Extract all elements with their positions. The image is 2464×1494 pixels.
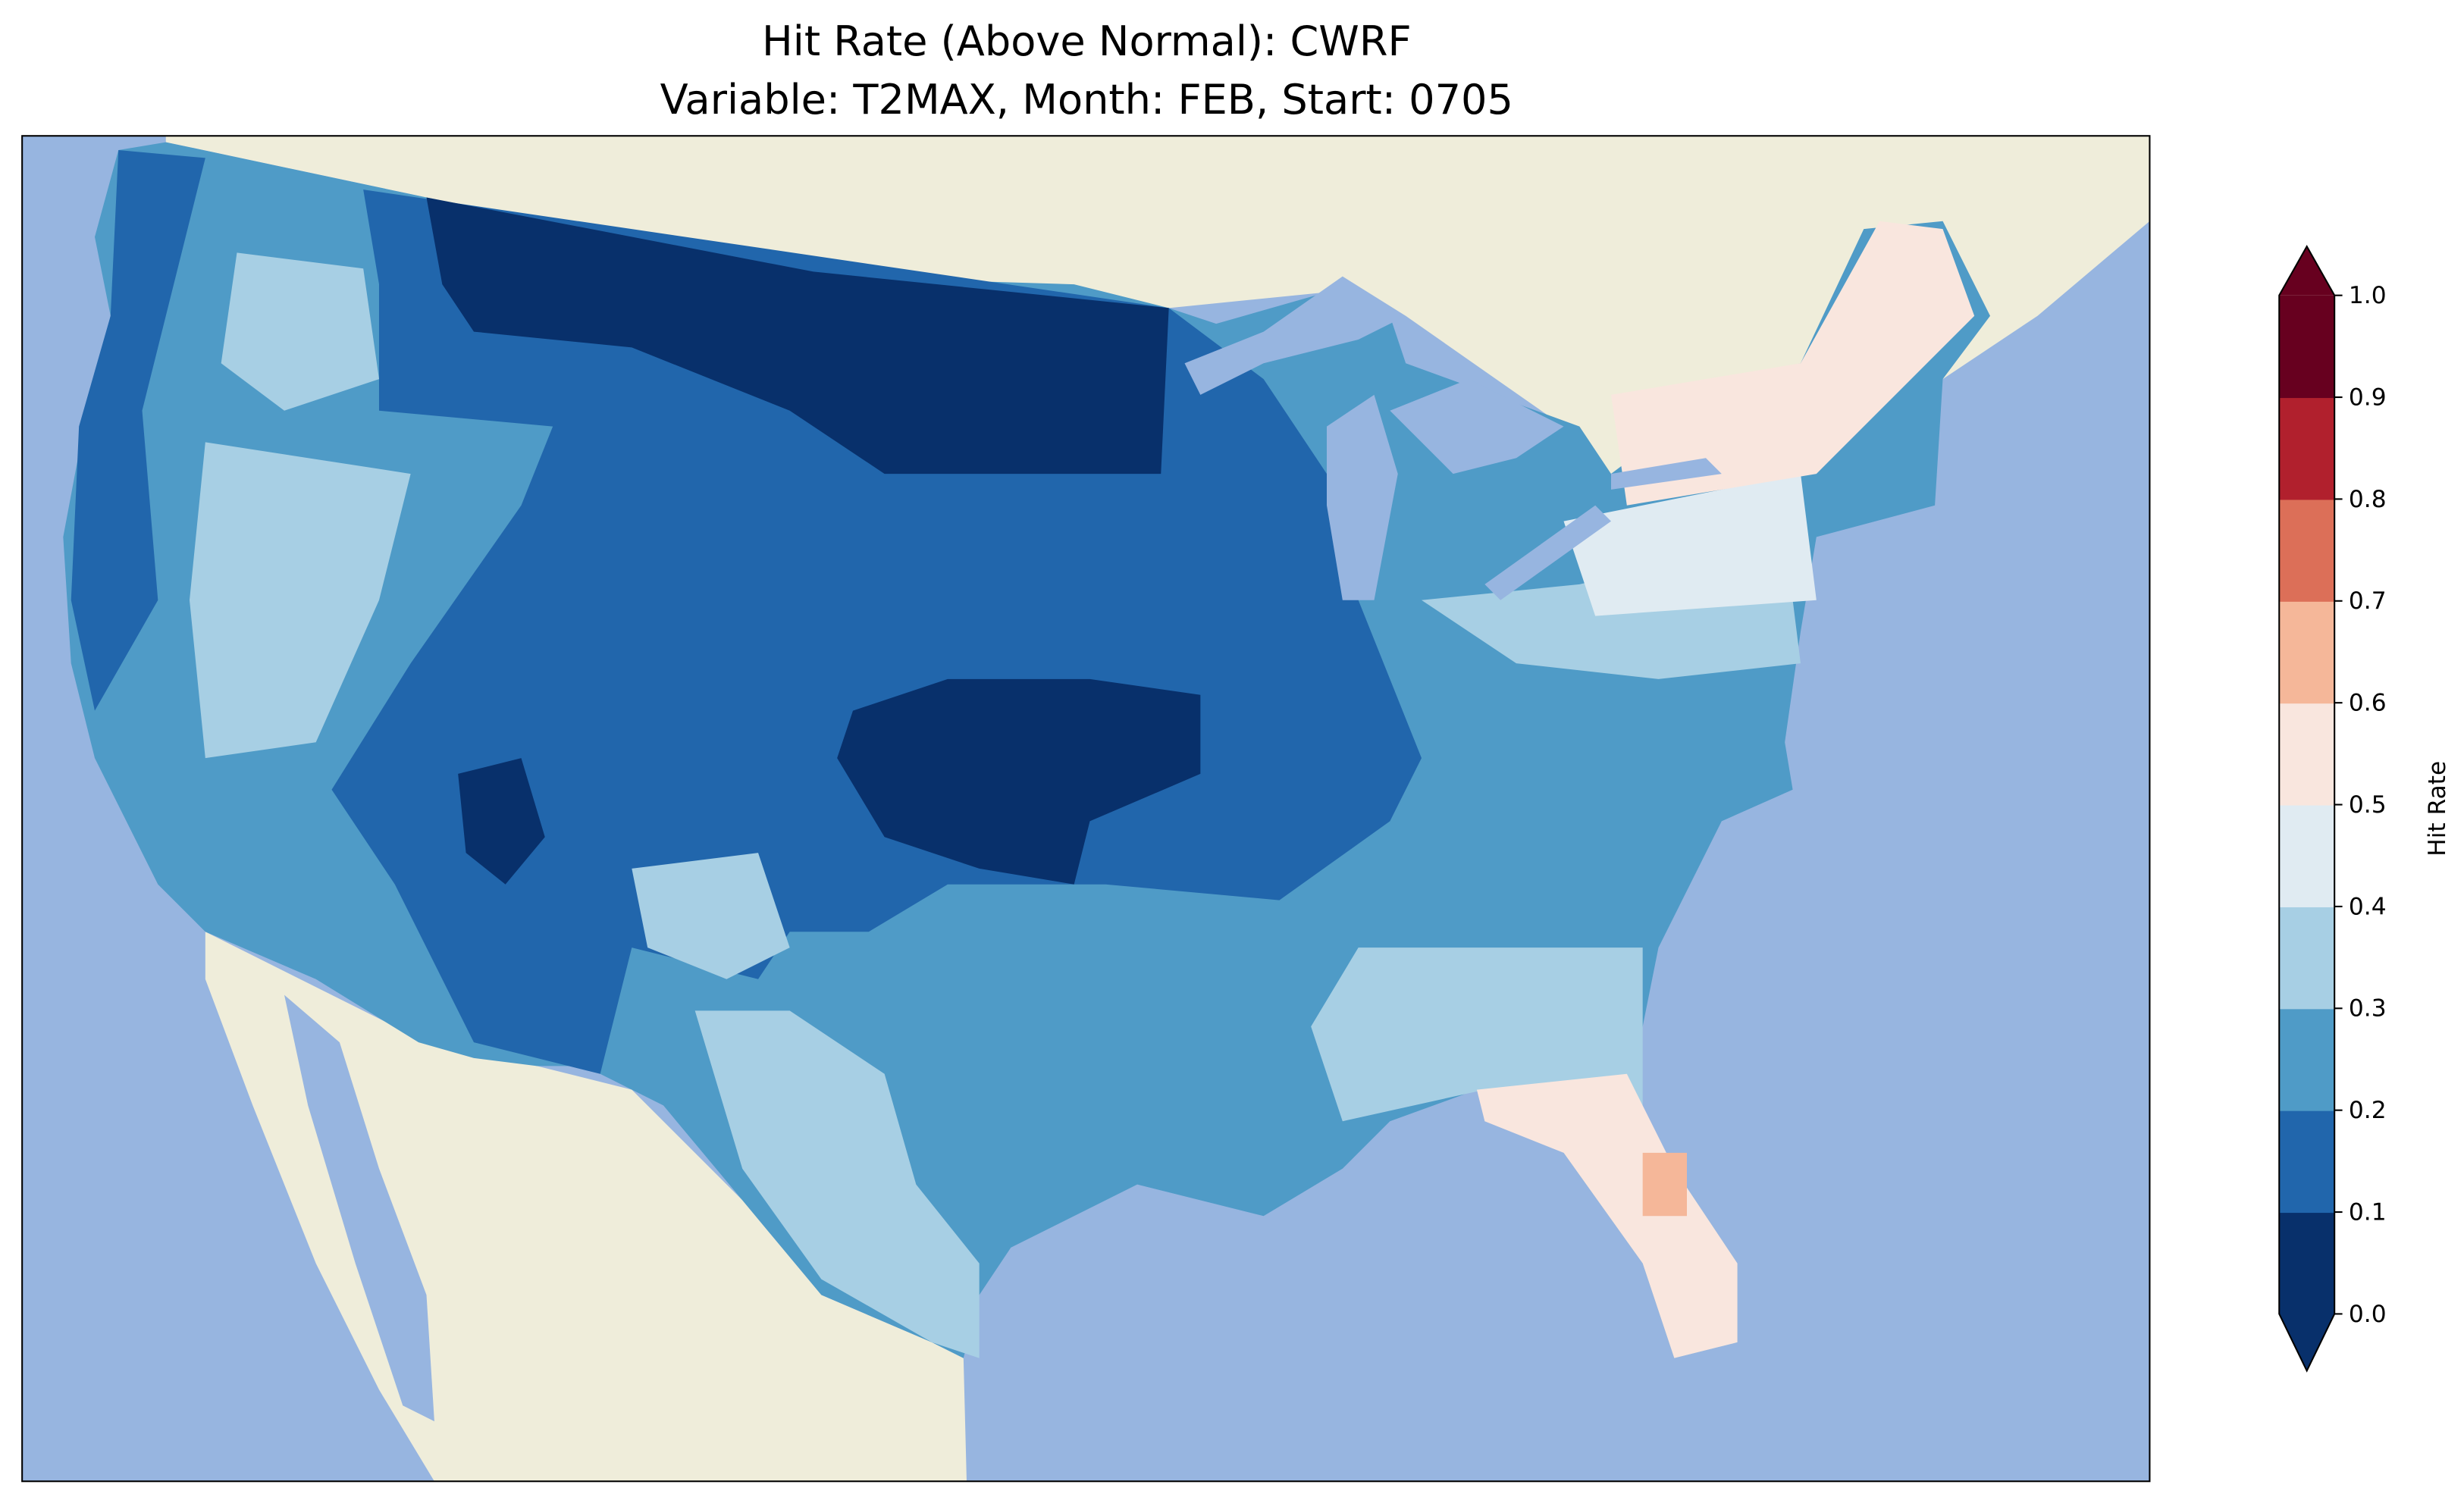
chart-title: Hit Rate (Above Normal): CWRF	[762, 17, 1412, 65]
level-0.3-0.4-southeast	[1311, 947, 1643, 1122]
colorbar-tick-label: 0.8	[2349, 486, 2387, 513]
colorbar-tick-label: 0.9	[2349, 384, 2387, 411]
colorbar-extend-min	[2279, 1314, 2335, 1371]
level-0.1-0.2-west	[71, 150, 205, 711]
lake-erie	[1484, 505, 1611, 600]
colorbar-segment	[2279, 1110, 2335, 1214]
lake-ontario	[1611, 458, 1722, 490]
level-0.0-0.1-southwest	[458, 758, 545, 885]
colorbar-tick-label: 0.1	[2349, 1198, 2387, 1226]
colorbar-tick-label: 0.0	[2349, 1301, 2387, 1328]
colorbar-segment	[2279, 397, 2335, 500]
colorbar-tick-label: 0.5	[2349, 791, 2387, 819]
baja-water	[284, 994, 434, 1422]
colorbar-segment	[2279, 499, 2335, 602]
level-0.4-0.5-northeast	[1563, 474, 1817, 616]
level-0.0-0.1-north	[426, 197, 1169, 475]
colorbar-segment	[2279, 906, 2335, 1010]
colorbar-segment	[2279, 703, 2335, 806]
colorbar-segment	[2279, 600, 2335, 704]
level-0.3-0.4-texas	[694, 1010, 980, 1358]
level-0.3-0.4-idaho	[221, 252, 379, 411]
colorbar-tick-label: 0.3	[2349, 995, 2387, 1023]
colorbar-extend-max	[2279, 246, 2335, 296]
colorbar: 0.0 0.1 0.2 0.3 0.4 0.5 0.6 0.7 0.8 0.9 1.0	[2278, 244, 2387, 1373]
lake-superior	[1184, 276, 1406, 395]
level-0.6-0.7-florida	[1642, 1152, 1687, 1217]
lake-huron	[1390, 379, 1564, 475]
level-0.3-0.4-newmexico	[632, 853, 790, 979]
level-0.5-0.6-newengland	[1611, 221, 1975, 506]
level-0.0-0.1-plains	[837, 678, 1201, 885]
chart-subtitle: Variable: T2MAX, Month: FEB, Start: 0705	[660, 76, 1513, 124]
axes-frame	[21, 135, 2151, 1483]
great-lakes	[1184, 276, 1722, 600]
colorbar-tick-label: 0.6	[2349, 690, 2387, 717]
colorbar-tick-label: 1.0	[2349, 282, 2387, 309]
colorbar-segment	[2279, 1212, 2335, 1315]
colorbar-tick-label: 0.4	[2349, 893, 2387, 920]
hit-rate-field	[63, 142, 1991, 1358]
level-0.5-0.6-florida	[1476, 1073, 1738, 1358]
colorbar-tick-label: 0.2	[2349, 1097, 2387, 1124]
colorbar-label: Hit Rate	[2424, 761, 2451, 857]
colorbar-tick-label: 0.7	[2349, 587, 2387, 615]
colorbar-segment	[2279, 804, 2335, 907]
level-0.3-0.4-nevada	[190, 442, 411, 759]
colorbar-segment	[2279, 295, 2335, 399]
map-axes	[21, 135, 2151, 1483]
lake-michigan	[1327, 394, 1398, 600]
colorbar-segment	[2279, 1008, 2335, 1111]
